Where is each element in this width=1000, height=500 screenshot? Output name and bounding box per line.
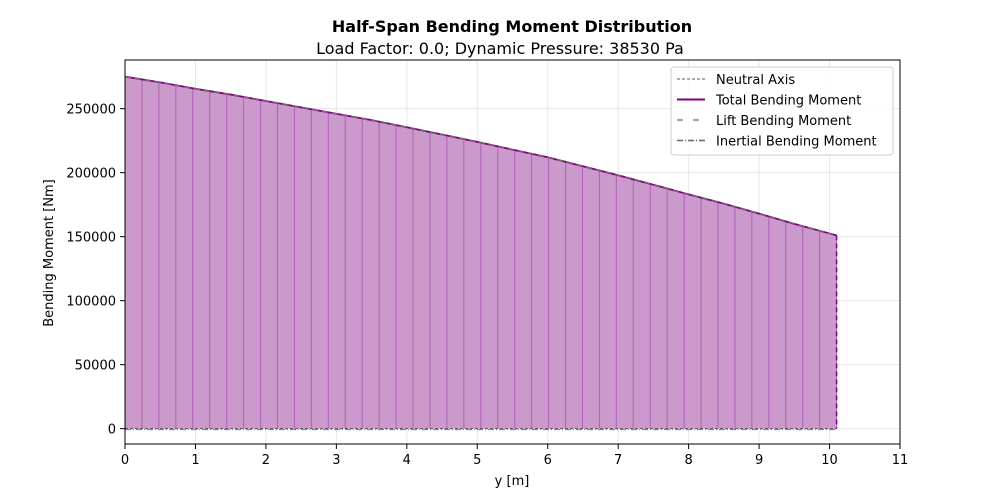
- x-axis-ticks: 0 1 2 3 4 5 6 7 8 9 10 11: [121, 444, 908, 468]
- x-tick-label: 11: [892, 453, 909, 468]
- legend-label: Neutral Axis: [716, 73, 795, 88]
- x-tick-label: 6: [544, 453, 552, 468]
- x-tick-label: 7: [614, 453, 622, 468]
- x-tick-label: 0: [121, 453, 129, 468]
- x-tick-label: 2: [262, 453, 270, 468]
- x-tick-label: 1: [191, 453, 199, 468]
- x-axis-label: y [m]: [495, 474, 530, 489]
- legend: Neutral Axis Total Bending Moment Lift Ben…: [670, 66, 894, 156]
- y-tick-label: 0: [108, 423, 116, 438]
- y-tick-label: 50000: [75, 359, 116, 374]
- y-axis-label: Bending Moment [Nm]: [42, 179, 57, 326]
- x-tick-label: 8: [684, 453, 692, 468]
- y-tick-label: 150000: [66, 231, 116, 246]
- x-tick-label: 3: [332, 453, 340, 468]
- y-tick-label: 100000: [66, 295, 116, 310]
- x-tick-label: 9: [755, 453, 763, 468]
- legend-box: [670, 66, 894, 156]
- legend-label: Total Bending Moment: [715, 94, 861, 109]
- x-tick-label: 5: [473, 453, 481, 468]
- plot-frame: [124, 59, 901, 445]
- legend-label: Inertial Bending Moment: [716, 135, 877, 150]
- y-tick-label: 250000: [66, 103, 116, 118]
- lift-bending-moment-line: [124, 76, 837, 236]
- chart-title: Half-Span Bending Moment Distribution: [332, 17, 692, 36]
- data-layer: [124, 75, 838, 431]
- x-tick-label: 4: [403, 453, 411, 468]
- x-tick-label: 10: [821, 453, 838, 468]
- chart-subtitle: Load Factor: 0.0; Dynamic Pressure: 3853…: [316, 39, 684, 58]
- y-axis-ticks: 0 50000 100000 150000 200000 250000: [66, 103, 125, 438]
- y-tick-label: 200000: [66, 167, 116, 182]
- legend-label: Lift Bending Moment: [716, 114, 851, 129]
